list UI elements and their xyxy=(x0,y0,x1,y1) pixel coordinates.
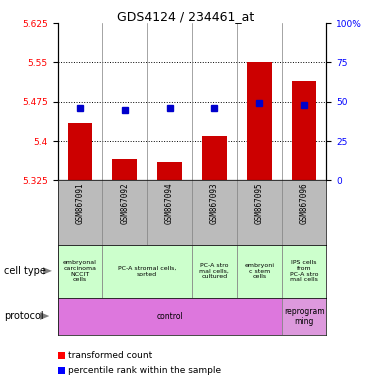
Text: cell type: cell type xyxy=(4,266,46,276)
Bar xyxy=(282,298,326,335)
Bar xyxy=(112,159,137,180)
Text: GDS4124 / 234461_at: GDS4124 / 234461_at xyxy=(117,10,254,23)
Polygon shape xyxy=(40,312,49,320)
Bar xyxy=(237,245,282,298)
Bar xyxy=(247,63,272,180)
Text: GSM867096: GSM867096 xyxy=(299,182,309,224)
Text: IPS cells
from
PC-A stro
mal cells: IPS cells from PC-A stro mal cells xyxy=(290,260,318,282)
Bar xyxy=(58,298,282,335)
Bar xyxy=(58,352,65,359)
Text: PC-A stro
mal cells,
cultured: PC-A stro mal cells, cultured xyxy=(200,263,229,280)
Bar xyxy=(292,81,316,180)
Bar xyxy=(58,367,65,374)
Text: transformed count: transformed count xyxy=(68,351,152,360)
Bar xyxy=(192,245,237,298)
Text: reprogram
ming: reprogram ming xyxy=(284,306,324,326)
Text: GSM867091: GSM867091 xyxy=(75,182,85,224)
Text: control: control xyxy=(156,312,183,321)
Text: embryoni
c stem
cells: embryoni c stem cells xyxy=(244,263,274,280)
Bar xyxy=(102,245,192,298)
Text: protocol: protocol xyxy=(4,311,43,321)
Bar xyxy=(202,136,227,180)
Text: percentile rank within the sample: percentile rank within the sample xyxy=(68,366,221,375)
Text: GSM867095: GSM867095 xyxy=(255,182,264,224)
Text: GSM867092: GSM867092 xyxy=(120,182,129,224)
Text: GSM867093: GSM867093 xyxy=(210,182,219,224)
Polygon shape xyxy=(43,267,52,275)
Text: GSM867094: GSM867094 xyxy=(165,182,174,224)
Bar xyxy=(68,123,92,180)
Text: embryonal
carcinoma
NCCIT
cells: embryonal carcinoma NCCIT cells xyxy=(63,260,97,282)
Bar xyxy=(58,245,102,298)
Bar xyxy=(157,162,182,180)
Text: PC-A stromal cells,
sorted: PC-A stromal cells, sorted xyxy=(118,266,176,276)
Bar xyxy=(282,245,326,298)
